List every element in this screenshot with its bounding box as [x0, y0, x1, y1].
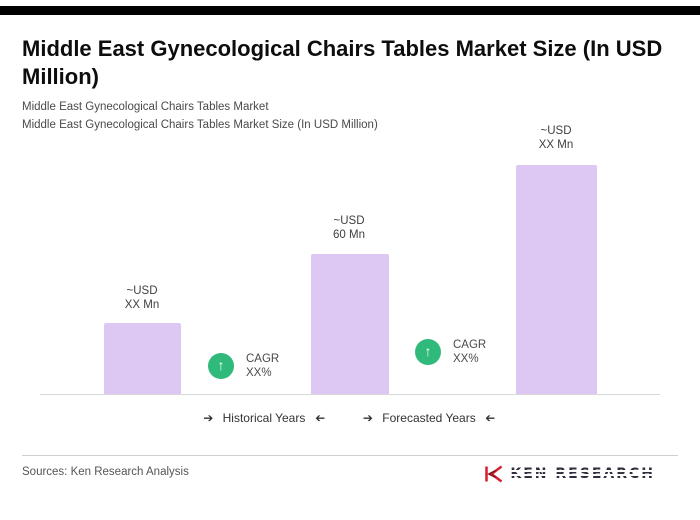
left-arrow-icon: ➔ [485, 411, 496, 425]
ken-research-wordmark: KEN RESEARCH [510, 466, 655, 482]
sources-note: Sources: Ken Research Analysis [22, 466, 189, 478]
bar-value-label: ~USD 60 Mn [333, 215, 365, 241]
bar-value-label: ~USD XX Mn [124, 285, 160, 311]
cagr-badge: ↑ CAGR XX% [415, 338, 486, 366]
logo-slat-line [510, 474, 655, 476]
growth-arrow-icon: ↑ [208, 353, 234, 379]
bar-forecast [516, 165, 597, 394]
ken-research-logo: KEN RESEARCH [484, 464, 655, 484]
x-axis-line [40, 394, 660, 395]
right-arrow-icon: ➔ [362, 411, 373, 425]
bar-value-label: ~USD XX Mn [538, 125, 574, 151]
chart-subtitle-1: Middle East Gynecological Chairs Tables … [22, 101, 269, 113]
page-title: Middle East Gynecological Chairs Tables … [22, 35, 663, 89]
footer-divider [22, 455, 678, 456]
cagr-label: CAGR XX% [453, 339, 487, 365]
logo-slat-line [510, 470, 655, 472]
historical-years-label: ➔ Historical Years ➔ [203, 411, 325, 425]
right-arrow-icon: ➔ [203, 411, 214, 425]
growth-arrow-icon: ↑ [415, 339, 441, 365]
ken-research-icon [485, 465, 503, 483]
bar-mid [311, 254, 389, 394]
bar-historical [104, 323, 181, 394]
forecasted-years-label: ➔ Forecasted Years ➔ [362, 411, 496, 425]
cagr-label: CAGR XX% [246, 353, 280, 379]
top-black-bar [0, 6, 700, 15]
cagr-badge: ↑ CAGR XX% [208, 352, 279, 380]
chart-subtitle-2: Middle East Gynecological Chairs Tables … [22, 119, 378, 131]
